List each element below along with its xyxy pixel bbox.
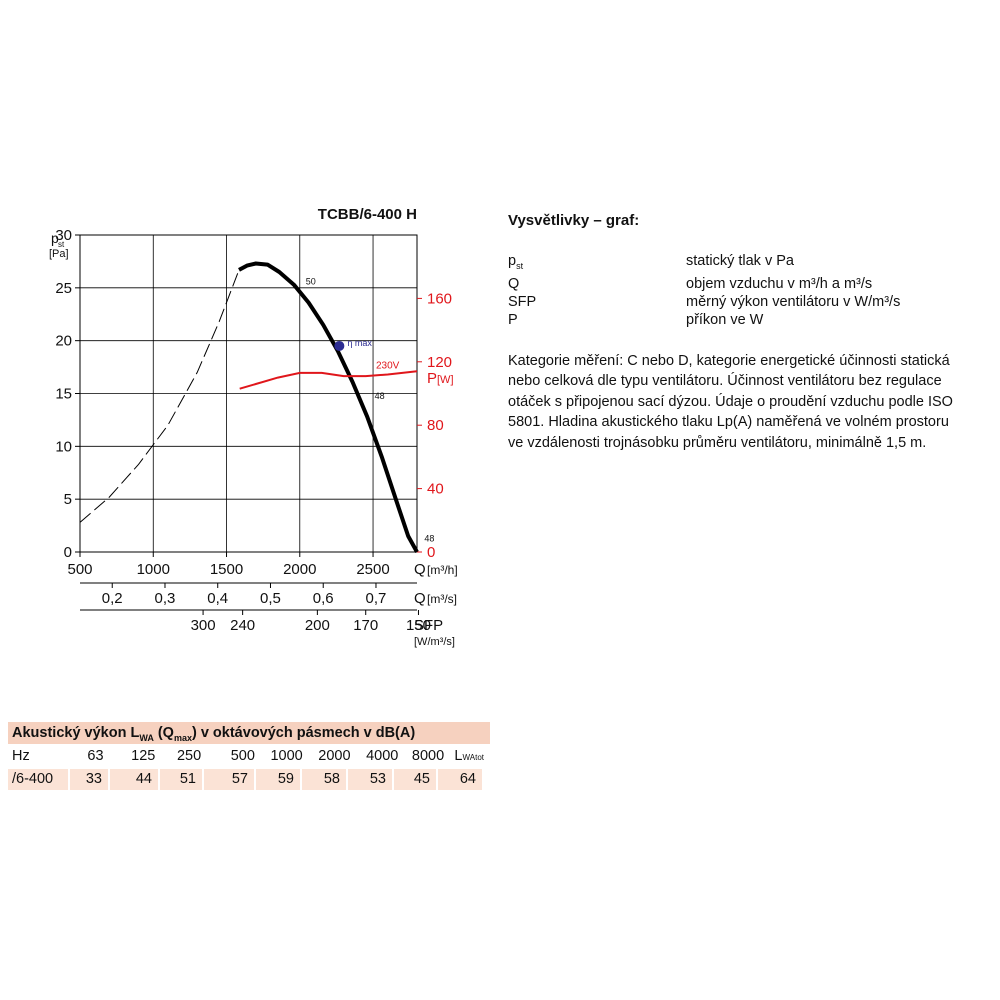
value-cell: 51 [160, 769, 202, 790]
legend-desc: příkon ve W [686, 311, 764, 328]
value-cell: 64 [438, 769, 482, 790]
y-tick-label: 20 [55, 333, 72, 350]
power-tick-label: 80 [427, 417, 444, 434]
band-header: 500 [230, 748, 255, 764]
power-axis-unit: [W] [437, 374, 454, 386]
title-part: ) v oktávových pásmech v dB(A) [191, 725, 416, 741]
value-cell: 44 [110, 769, 158, 790]
x2-tick-label: 0,3 [155, 590, 176, 607]
legend-item-p: P příkon ve W [508, 311, 968, 329]
y-tick-label: 15 [55, 386, 72, 403]
value-cell: 58 [302, 769, 346, 790]
x-tick-label: 1500 [210, 561, 243, 578]
band-header: 250 [176, 748, 202, 764]
legend-symbol: P [508, 311, 518, 328]
x2-tick-label: 0,7 [366, 590, 387, 607]
x-tick-label: 500 [67, 561, 92, 578]
legend-symbol-sub: st [516, 260, 524, 271]
sfp-tick-label: 170 [353, 617, 378, 634]
band-header: 8000 [411, 748, 445, 764]
legend-item-q: Q objem vzduchu v m³/h a m³/s [508, 275, 968, 293]
value-cell: 59 [256, 769, 300, 790]
series-pressure-extrapolated [79, 269, 240, 523]
power-tick-label: 0 [427, 544, 435, 561]
series-power [239, 370, 418, 390]
measurement-note: Kategorie měření: C nebo D, kategorie en… [508, 352, 953, 451]
y-tick-label: 0 [64, 544, 72, 561]
sfp-tick-label: 240 [230, 617, 255, 634]
sfp-axis-unit: [W/m³/s] [414, 636, 455, 648]
sfp-tick-label: 200 [305, 617, 330, 634]
band-header: 125 [131, 748, 156, 764]
fan-performance-chart: 0 5 10 15 20 25 30p st[Pa] TCBB/6-400 H 0 40 80 120 1… [49, 206, 458, 648]
curve-annotation: 50 [306, 277, 316, 287]
title-sub: WA [139, 732, 154, 743]
band-header: 4000 [366, 748, 399, 764]
band-header: 1000 [270, 748, 303, 764]
sfp-tick-label: 300 [191, 617, 216, 634]
x-tick-label: 2500 [356, 561, 389, 578]
legend-desc: statický tlak v Pa [686, 253, 794, 269]
x2-tick-label: 0,5 [260, 590, 281, 607]
y-axis-label-sub: st [58, 240, 65, 249]
x-axis-label: Q [414, 561, 426, 578]
band-header: 63 [87, 748, 104, 764]
eta-max-point [334, 340, 345, 351]
title-sub: max [173, 732, 192, 743]
y-tick-label: 5 [64, 491, 72, 508]
x-tick-label: 1000 [137, 561, 170, 578]
sound-table-title: Akustický výkon LWA (Qmax) v oktávových … [8, 722, 490, 744]
value-cell: 45 [394, 769, 436, 790]
y-axis-label: p [51, 230, 59, 246]
x2-axis-unit: [m³/s] [427, 592, 457, 606]
sound-table-row: /6-400 33 44 51 57 59 58 53 45 64 [8, 769, 490, 790]
legend-title: Vysvětlivky – graf: [508, 212, 640, 229]
eta-max-label: η max [347, 338, 372, 348]
y-tick-label: 10 [55, 438, 72, 455]
band-header: 2000 [318, 748, 351, 764]
x-axis-unit: [m³/h] [427, 563, 458, 577]
legend-symbol: Q [508, 275, 520, 292]
y-tick-label: 30 [55, 227, 72, 244]
y-tick-label: 25 [55, 280, 72, 297]
power-series-label: 230V [376, 360, 400, 371]
curve-annotation: 48 [375, 391, 385, 401]
power-tick-label: 120 [427, 354, 452, 371]
value-cell: 57 [204, 769, 254, 790]
sfp-axis-label: SFP [414, 617, 443, 634]
power-axis-label: P [427, 370, 437, 387]
total-sub: WAtot [462, 753, 484, 762]
x2-axis-label: Q [414, 590, 426, 607]
y-axis-unit: [Pa] [49, 248, 69, 260]
sfp-tick-label: 150 [406, 617, 431, 634]
legend-symbol: SFP [508, 293, 537, 310]
title-part: Akustický výkon L [12, 725, 140, 741]
legend-item-sfp: SFP měrný výkon ventilátoru v W/m³/s [508, 293, 968, 311]
row-label: /6-400 [8, 769, 68, 790]
chart-legend-explanations: Vysvětlivky – graf: pst statický tlak v … [508, 212, 968, 453]
legend-desc: objem vzduchu v m³/h a m³/s [686, 275, 873, 292]
value-cell: 53 [348, 769, 392, 790]
x-tick-label: 2000 [283, 561, 316, 578]
title-part: (Q [153, 725, 174, 741]
sound-power-table: Akustický výkon LWA (Qmax) v oktávových … [8, 722, 490, 790]
x2-tick-label: 0,6 [313, 590, 334, 607]
legend-desc: měrný výkon ventilátoru v W/m³/s [686, 293, 901, 310]
legend-item-pst: pst statický tlak v Pa [508, 252, 968, 275]
power-tick-label: 40 [427, 481, 444, 498]
sound-table-header: Hz 63 125 250 500 1000 2000 4000 8000 LW… [8, 746, 490, 767]
total-label: L [454, 748, 463, 764]
series-pressure [238, 261, 419, 553]
value-cell: 33 [70, 769, 108, 790]
x2-tick-label: 0,4 [207, 590, 228, 607]
x2-tick-label: 0,2 [102, 590, 123, 607]
total-header: LWAtot [450, 746, 490, 767]
power-tick-label: 160 [427, 290, 452, 307]
curve-annotation: 48 [424, 533, 434, 543]
header-label: Hz [12, 748, 30, 764]
legend-symbol: p [508, 253, 517, 269]
chart-title: TCBB/6-400 H [318, 206, 417, 223]
